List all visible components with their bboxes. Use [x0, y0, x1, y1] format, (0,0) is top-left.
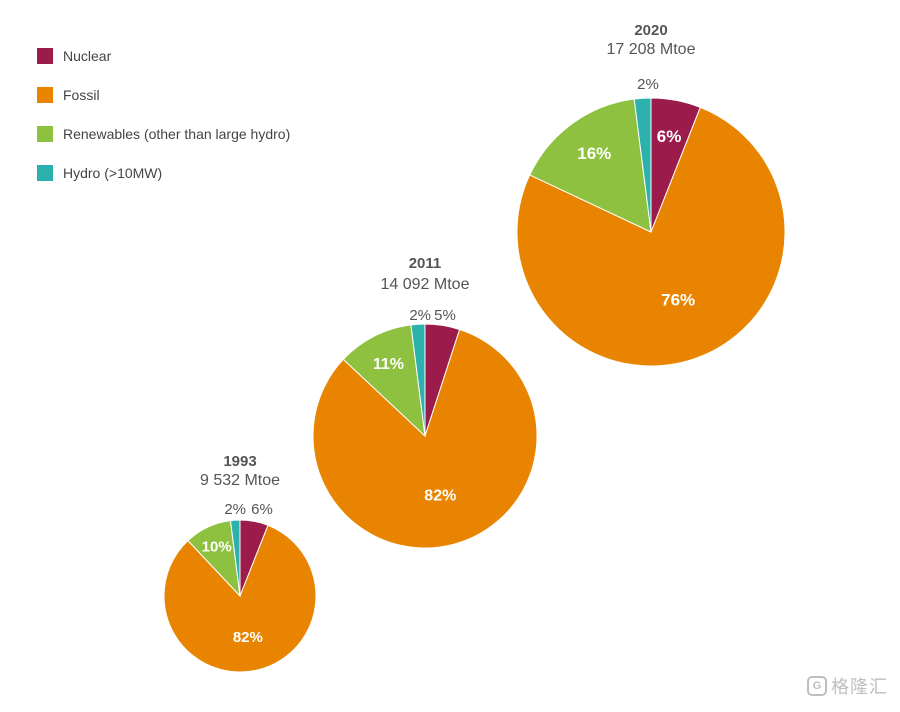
pie-2011-slice-hydro [410, 323, 426, 437]
pie-2011-label-fossil: 82% [424, 488, 456, 505]
pie-2020-year-label: 2020 [634, 22, 667, 39]
legend-swatch-hydro [37, 165, 53, 181]
pie-1993-slice-fossil [163, 524, 317, 673]
pie-2020-slice-renewables [529, 98, 652, 233]
legend-label-fossil: Fossil [63, 87, 100, 103]
pie-1993-slice-hydro [229, 519, 241, 597]
pie-2020-label-fossil: 76% [661, 291, 695, 310]
legend-item-nuclear: Nuclear [37, 48, 112, 64]
legend-label-nuclear: Nuclear [63, 48, 112, 64]
pie-2011: 2011 14 092 Mtoe 5% 82% 11% 2% [312, 255, 538, 549]
watermark: G 格隆汇 [807, 673, 888, 699]
pie-2011-label-renewables: 11% [373, 356, 404, 373]
pie-2020-label-renewables: 16% [577, 144, 611, 163]
pie-2020: 2020 17 208 Mtoe 6% 76% 16% 2% [516, 22, 786, 367]
pie-1993-total-label: 9 532 Mtoe [200, 472, 280, 489]
legend-swatch-renewables [37, 126, 53, 142]
pie-1993-label-hydro: 2% [224, 501, 246, 518]
pie-2011-slice-renewables [342, 324, 426, 438]
pie-2020-total-label: 17 208 Mtoe [607, 41, 696, 58]
legend-item-hydro: Hydro (>10MW) [37, 165, 162, 181]
legend-item-fossil: Fossil [37, 87, 100, 103]
pie-1993-label-renewables: 10% [202, 538, 232, 555]
pie-2020-label-nuclear: 6% [657, 127, 682, 146]
legend-swatch-nuclear [37, 48, 53, 64]
legend-item-renewables: Renewables (other than large hydro) [37, 126, 290, 142]
pie-2011-label-hydro: 2% [409, 307, 431, 324]
pie-2011-year-label: 2011 [409, 255, 442, 272]
legend-swatch-fossil [37, 87, 53, 103]
watermark-text: 格隆汇 [831, 677, 888, 698]
watermark-logo-icon: G [807, 676, 827, 696]
pie-2020-label-hydro: 2% [637, 76, 659, 93]
pie-1993-year-label: 1993 [223, 453, 256, 470]
pie-1993: 1993 9 532 Mtoe 6% 82% 10% 2% [163, 453, 317, 673]
pie-1993-label-fossil: 82% [233, 629, 263, 646]
pie-2011-label-nuclear: 5% [434, 307, 456, 324]
pie-2020-slice-fossil [516, 106, 786, 367]
legend-label-hydro: Hydro (>10MW) [63, 165, 162, 181]
pie-2011-total-label: 14 092 Mtoe [381, 276, 470, 293]
legend-label-renewables: Renewables (other than large hydro) [63, 126, 290, 142]
pie-1993-label-nuclear: 6% [251, 501, 273, 518]
pie-2020-slice-hydro [633, 97, 652, 233]
